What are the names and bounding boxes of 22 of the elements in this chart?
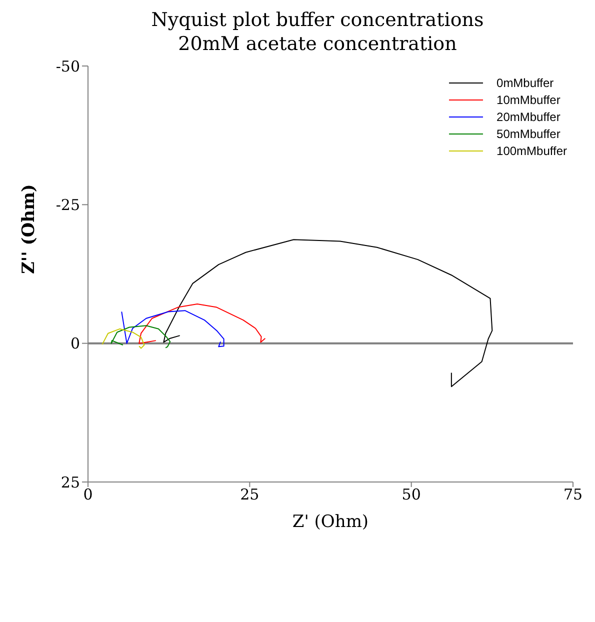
chart-subtitle: 20mM acetate concentration xyxy=(177,32,458,56)
line-series xyxy=(121,310,224,348)
chart-title: Nyquist plot buffer concentrations xyxy=(150,8,485,32)
x-tick-label: 50 xyxy=(402,486,421,504)
x-tick-label: 75 xyxy=(563,486,583,504)
y-tick-label: 0 xyxy=(70,334,80,353)
legend-label: 50mMbuffer xyxy=(496,126,560,140)
line-series xyxy=(102,328,145,349)
x-tick-label: 0 xyxy=(83,486,93,504)
line-series xyxy=(110,325,171,348)
y-tick-label: 25 xyxy=(60,473,80,492)
legend-label: 100mMbuffer xyxy=(496,144,567,158)
y-tick-label: -25 xyxy=(56,196,80,214)
x-tick-label: 25 xyxy=(240,486,260,504)
legend-label: 10mMbuffer xyxy=(496,92,560,106)
y-tick-label: -50 xyxy=(56,57,80,76)
line-series xyxy=(138,303,266,344)
line-series xyxy=(163,239,493,388)
x-axis-title: Z' (Ohm) xyxy=(292,512,369,532)
y-axis-title: Z'' (Ohm) xyxy=(19,184,40,274)
legend-label: 0mMbuffer xyxy=(496,76,554,90)
legend-label: 20mMbuffer xyxy=(496,110,560,124)
